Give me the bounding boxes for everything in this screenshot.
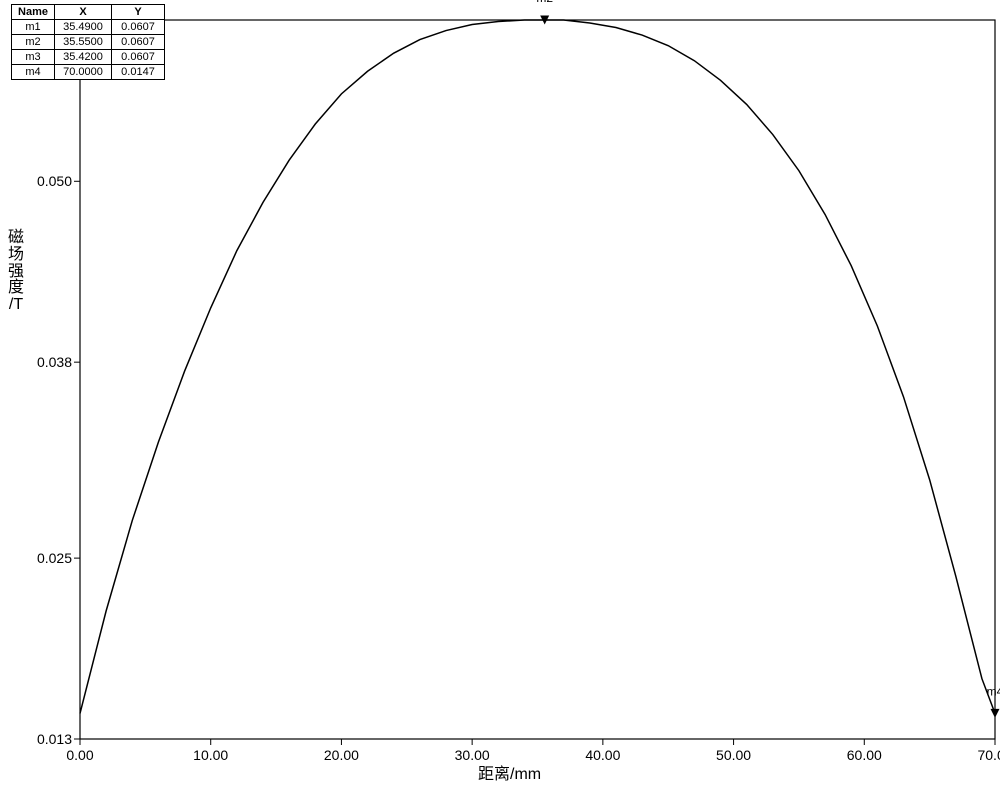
- table-row: m470.00000.0147: [12, 65, 165, 80]
- y-tick-label: 0.025: [32, 550, 72, 566]
- table-cell: m4: [12, 65, 55, 80]
- table-cell: 35.5500: [55, 35, 112, 50]
- y-tick-label: 0.013: [32, 731, 72, 747]
- table-cell: 35.4900: [55, 20, 112, 35]
- x-tick-label: 70.00: [977, 747, 1000, 763]
- y-tick-label: 0.050: [32, 173, 72, 189]
- y-tick-label: 0.038: [32, 354, 72, 370]
- x-tick-label: 0.00: [66, 747, 93, 763]
- table-cell: 0.0607: [112, 20, 165, 35]
- table-cell: 70.0000: [55, 65, 112, 80]
- annotation-table: NameXY m135.49000.0607m235.55000.0607m33…: [11, 4, 165, 80]
- y-axis-label-char: 强: [8, 264, 24, 281]
- table-cell: m2: [12, 35, 55, 50]
- plot-box: [80, 20, 995, 739]
- y-axis-label-char: 场: [8, 247, 24, 264]
- table-header: Y: [112, 5, 165, 20]
- table-row: m235.55000.0607: [12, 35, 165, 50]
- table-cell: m3: [12, 50, 55, 65]
- x-tick-label: 20.00: [324, 747, 359, 763]
- x-tick-label: 40.00: [585, 747, 620, 763]
- y-axis-label-char: /T: [8, 297, 24, 314]
- table-cell: 0.0607: [112, 50, 165, 65]
- table-cell: 0.0147: [112, 65, 165, 80]
- marker-label-m-peak: m2: [536, 0, 553, 5]
- table-row: m135.49000.0607: [12, 20, 165, 35]
- table-cell: 35.4200: [55, 50, 112, 65]
- y-axis-label: 磁场强度/T: [8, 230, 24, 314]
- y-axis-label-char: 磁: [8, 230, 24, 247]
- x-tick-label: 10.00: [193, 747, 228, 763]
- marker-m4: [991, 709, 1000, 718]
- y-axis-label-char: 度: [8, 280, 24, 297]
- chart-container: m2m4 NameXY m135.49000.0607m235.55000.06…: [0, 0, 1000, 797]
- x-tick-label: 60.00: [847, 747, 882, 763]
- table-header: X: [55, 5, 112, 20]
- x-tick-label: 30.00: [455, 747, 490, 763]
- table-row: m335.42000.0607: [12, 50, 165, 65]
- x-tick-label: 50.00: [716, 747, 751, 763]
- x-axis-label: 距离/mm: [478, 760, 541, 784]
- table-header: Name: [12, 5, 55, 20]
- table-cell: 0.0607: [112, 35, 165, 50]
- marker-label-m4: m4: [987, 684, 1000, 698]
- curve-line: [80, 20, 995, 713]
- chart-svg: m2 m4: [0, 0, 1000, 797]
- table-cell: m1: [12, 20, 55, 35]
